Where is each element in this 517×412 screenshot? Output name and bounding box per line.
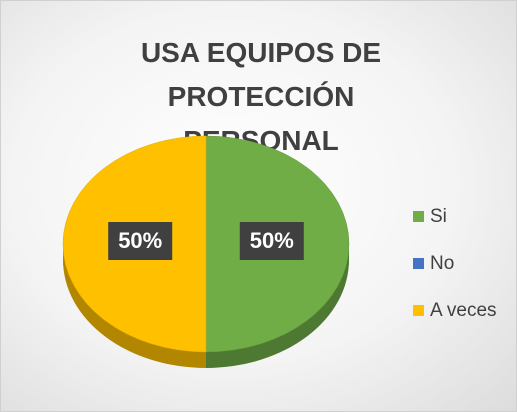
legend-swatch (413, 258, 424, 269)
chart-title: USA EQUIPOS DE PROTECCIÓN PERSONAL (140, 37, 382, 156)
data-label-box (108, 222, 173, 260)
data-label: 50% (250, 228, 294, 253)
data-label: 50% (118, 228, 162, 253)
legend-swatch (413, 211, 424, 222)
legend-label: No (430, 253, 454, 274)
legend-label: Si (430, 206, 447, 227)
data-label-box (239, 222, 304, 260)
legend-swatch (413, 305, 424, 316)
legend-label: A veces (430, 300, 497, 321)
